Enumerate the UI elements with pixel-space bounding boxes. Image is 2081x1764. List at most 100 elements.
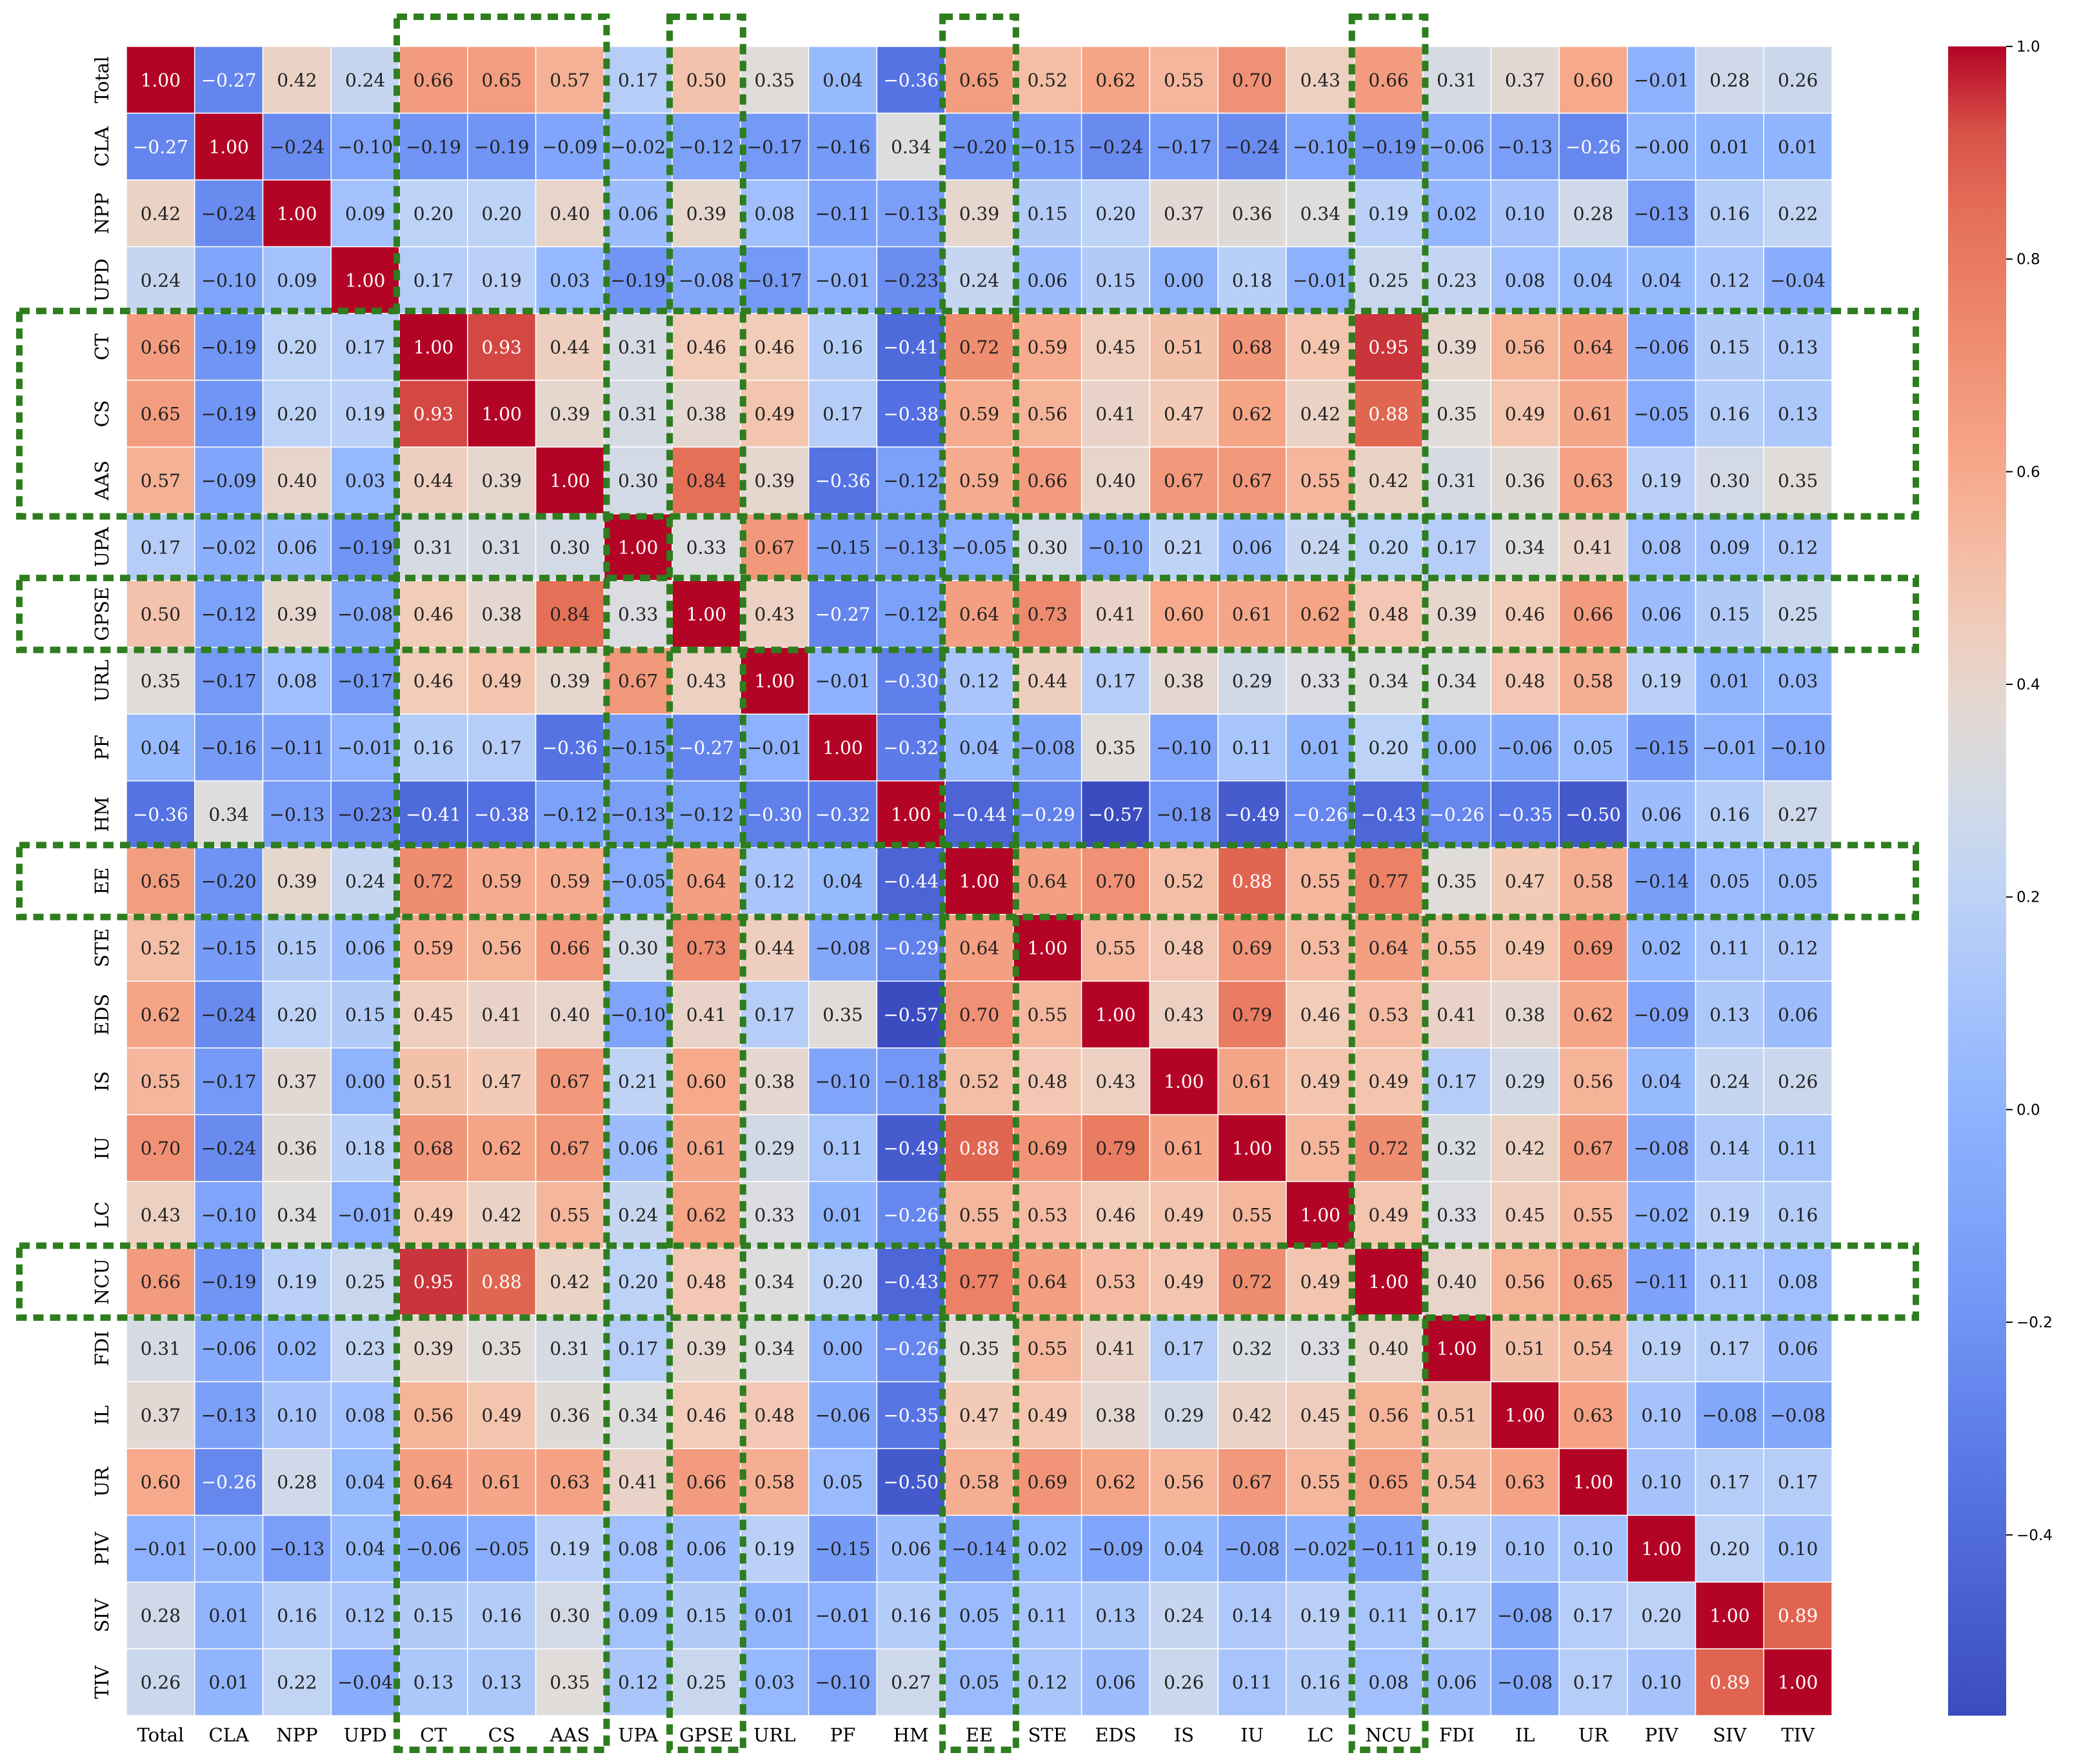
cell-value-label: 0.67: [1164, 470, 1204, 491]
cell-value-label: −0.32: [883, 737, 939, 758]
cell-value-label: −0.26: [883, 1205, 939, 1226]
cell-value-label: 0.42: [1300, 403, 1340, 424]
cell-value-label: 0.27: [1778, 804, 1818, 825]
cell-value-label: 0.50: [141, 604, 181, 625]
cell-value-label: 0.53: [1095, 1271, 1135, 1293]
cell-value-label: 0.38: [1095, 1405, 1135, 1426]
cell-value-label: 0.34: [1505, 537, 1545, 558]
cell-value-label: 0.62: [141, 1004, 181, 1026]
cell-value-label: −0.06: [815, 1405, 871, 1426]
y-tick-label-cs: CS: [91, 400, 113, 427]
cell-value-label: 0.84: [550, 604, 590, 625]
heatmap-cell-IL-NPP: [262, 1381, 332, 1449]
heatmap-cell-IS-STE: [1013, 1047, 1082, 1116]
cell-value-label: 0.25: [1368, 270, 1408, 291]
cell-value-label: 0.66: [1368, 70, 1408, 91]
heatmap-cell-HM-TIV: [1763, 780, 1833, 848]
heatmap-cell-UPD-IS: [1149, 246, 1219, 314]
heatmap-cell-NPP-CT: [399, 179, 468, 248]
cell-value-label: 0.30: [618, 938, 658, 959]
cell-value-label: 0.64: [686, 871, 726, 892]
heatmap-cell-GPSE-CLA: [194, 580, 264, 648]
y-tick-label-is: IS: [91, 1071, 113, 1091]
cell-value-label: 0.72: [959, 337, 999, 358]
cell-value-label: 0.09: [1709, 537, 1749, 558]
heatmap-cell-PF-UPD: [330, 713, 400, 782]
cell-value-label: 0.70: [1232, 70, 1272, 91]
cell-value-label: 0.05: [822, 1472, 862, 1493]
heatmap-cell-UPD-URL: [740, 246, 810, 314]
heatmap-cell-STE-IS: [1149, 914, 1219, 982]
cell-value-label: 0.17: [618, 1338, 658, 1360]
heatmap-cell-TIV-UPD: [330, 1648, 400, 1716]
cell-value-label: 0.06: [1095, 1672, 1135, 1693]
cell-value-label: 0.25: [1778, 604, 1818, 625]
y-tick-label-ct: CT: [91, 333, 113, 360]
heatmap-cell-CLA-CS: [467, 112, 537, 181]
cell-value-label: 0.19: [345, 403, 385, 424]
cell-value-label: 1.00: [141, 70, 181, 91]
cell-value-label: 0.12: [755, 871, 795, 892]
cell-value-label: 0.10: [1505, 203, 1545, 224]
heatmap-cell-EDS-TIV: [1763, 980, 1833, 1049]
cell-value-label: 0.20: [1368, 737, 1408, 758]
heatmap-cell-GPSE-NPP: [262, 580, 332, 648]
cell-value-label: 0.11: [1709, 1271, 1749, 1293]
heatmap-cell-URL-NPP: [262, 646, 332, 715]
heatmap-cell-CLA-URL: [740, 112, 810, 181]
cell-value-label: 0.17: [1437, 537, 1477, 558]
heatmap-cell-IS-PF: [808, 1047, 878, 1116]
cell-value-label: −0.36: [543, 737, 598, 758]
cell-value-label: 0.46: [1300, 1004, 1340, 1026]
cell-value-label: 0.66: [1573, 604, 1613, 625]
heatmap-cell-SIV-LC: [1286, 1581, 1355, 1650]
cell-value-label: 0.40: [1095, 470, 1135, 491]
cell-value-label: 0.56: [482, 938, 522, 959]
cell-value-label: 0.16: [413, 737, 453, 758]
cell-value-label: 0.41: [618, 1472, 658, 1493]
cell-value-label: 0.49: [482, 670, 522, 691]
heatmap-cell-UR-UPA: [603, 1448, 673, 1516]
cell-value-label: 0.36: [550, 1405, 590, 1426]
heatmap-cell-NPP-IU: [1217, 179, 1287, 248]
heatmap-cell-SIV-IL: [1490, 1581, 1560, 1650]
cell-value-label: 0.64: [413, 1472, 453, 1493]
cell-value-label: 0.55: [141, 1071, 181, 1093]
cell-value-label: −0.19: [610, 270, 666, 291]
cell-value-label: −0.13: [883, 537, 939, 558]
cell-value-label: 0.24: [959, 270, 999, 291]
cell-value-label: 0.40: [277, 470, 317, 491]
cell-value-label: −0.26: [883, 1338, 939, 1360]
cell-value-label: −0.19: [474, 136, 530, 157]
cell-value-label: 1.00: [822, 737, 862, 758]
cell-value-label: 0.64: [1028, 871, 1068, 892]
heatmap-cell-LC-STE: [1013, 1181, 1082, 1249]
x-tick-label-iu: IU: [1240, 1724, 1264, 1746]
cell-value-label: 0.00: [1437, 737, 1477, 758]
cell-value-label: 0.66: [686, 1472, 726, 1493]
cell-value-label: 0.06: [1232, 537, 1272, 558]
cell-value-label: 0.19: [755, 1538, 795, 1560]
y-tick-label-upa: UPA: [91, 526, 113, 567]
cell-value-label: 0.13: [1778, 403, 1818, 424]
cell-value-label: 0.04: [822, 70, 862, 91]
heatmap-cell-AAS-STE: [1013, 446, 1082, 515]
cell-value-label: 0.61: [482, 1472, 522, 1493]
heatmap-cell-PIV-CT: [399, 1514, 468, 1583]
x-tick-label-is: IS: [1174, 1724, 1194, 1746]
y-tick-label-gpse: GPSE: [91, 587, 113, 641]
heatmap-cell-IS-IL: [1490, 1047, 1560, 1116]
heatmap-cell-AAS-PF: [808, 446, 878, 515]
cell-value-label: 0.61: [1164, 1138, 1204, 1159]
highlight-row-box-gpse: [16, 575, 1919, 653]
heatmap-cell-PF-NCU: [1353, 713, 1424, 782]
cell-value-label: 0.84: [686, 470, 726, 491]
heatmap-cell-UPA-AAS: [535, 513, 605, 581]
heatmap-cell-Total-EE: [944, 46, 1014, 114]
cell-value-label: 0.35: [1437, 871, 1477, 892]
heatmap-cell-STE-NPP: [262, 914, 332, 982]
cell-value-label: 0.56: [1368, 1405, 1408, 1426]
cell-value-label: −0.10: [1156, 737, 1211, 758]
cell-value-label: 1.00: [1573, 1472, 1613, 1493]
heatmap-cell-Total-URL: [740, 46, 810, 114]
